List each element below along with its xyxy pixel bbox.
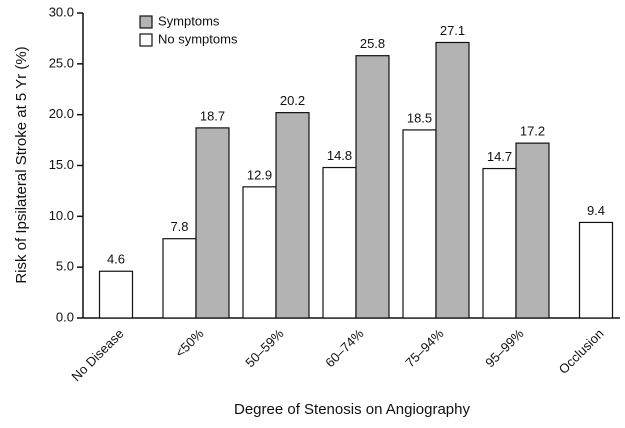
y-tick-label: 20.0 [49,106,74,121]
legend-label: No symptoms [158,31,238,46]
y-tick-label: 0.0 [56,309,74,324]
x-tick-label: 75–94% [402,326,447,371]
data-label: 17.2 [520,124,545,139]
data-label: 20.2 [280,93,305,108]
data-label: 25.8 [360,36,385,51]
data-label: 7.8 [170,219,188,234]
legend-swatch [139,33,153,47]
bar [435,41,470,319]
bar [195,127,230,319]
x-tick-label: 60–74% [322,326,367,371]
data-label: 9.4 [587,203,605,218]
data-label: 18.5 [407,110,432,125]
bar [578,221,614,319]
data-label: 27.1 [440,23,465,38]
x-tick-label: Occlusion [556,326,607,377]
data-label: 14.8 [327,148,352,163]
x-tick-label: 50–59% [242,326,287,371]
bar [275,112,310,319]
bar [242,186,277,319]
data-label: 18.7 [200,108,225,123]
y-tick-label: 25.0 [49,55,74,70]
bar [515,142,550,319]
y-axis-title: Risk of Ipsilateral Stroke at 5 Yr (%) [13,46,30,283]
y-tick-label: 5.0 [56,259,74,274]
bar [402,129,437,319]
x-tick-label: <50% [172,326,207,361]
x-axis-title: Degree of Stenosis on Angiography [234,401,470,418]
data-label: 12.9 [247,167,272,182]
legend-swatch [139,15,153,29]
x-tick-label: No Disease [68,326,126,384]
y-tick-label: 10.0 [49,208,74,223]
y-tick-label: 15.0 [49,157,74,172]
data-label: 14.7 [487,149,512,164]
bar [98,270,134,319]
x-tick-label: 95–99% [482,326,527,371]
bar [162,238,197,319]
bar [355,55,390,319]
data-label: 4.6 [107,252,125,267]
bar [322,166,357,319]
legend-label: Symptoms [158,13,220,28]
bar [482,167,517,319]
y-tick-label: 30.0 [49,4,74,19]
